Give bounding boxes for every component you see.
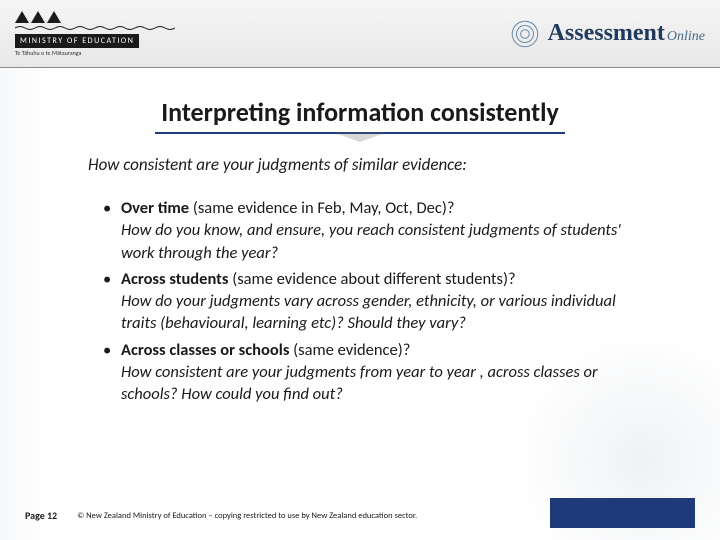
page-number: Page 12 [25, 509, 57, 522]
online-label: Online [667, 29, 705, 44]
assessment-label: AssessmentOnline [548, 20, 705, 47]
title-area: Interpreting information consistently [0, 96, 720, 134]
bullet-body: How consistent are your judgments from y… [121, 362, 598, 404]
moe-logo: MINISTRY OF EDUCATION Te Tāhuhu o te Māt… [15, 11, 175, 57]
title-underline [155, 132, 565, 134]
moe-label: MINISTRY OF EDUCATION [15, 34, 139, 48]
bullet-paren: (same evidence in Feb, May, Oct, Dec)? [189, 198, 454, 218]
moe-triangles-icon [15, 11, 61, 23]
bullet-body: How do your judgments vary across gender… [121, 291, 616, 333]
bullet-label: Across students [121, 269, 228, 289]
assessment-online-logo: AssessmentOnline [508, 17, 705, 51]
moe-wave-icon [15, 25, 175, 31]
bullet-paren: (same evidence)? [289, 340, 410, 360]
bullet-list: Over time (same evidence in Feb, May, Oc… [88, 197, 640, 405]
bullet-label: Across classes or schools [121, 340, 289, 360]
lead-text: How consistent are your judgments of sim… [88, 154, 640, 175]
copyright-text: © New Zealand Ministry of Education – co… [77, 511, 417, 521]
moe-sub-label: Te Tāhuhu o te Mātauranga [15, 49, 81, 57]
page-title: Interpreting information consistently [161, 96, 559, 128]
spiral-icon [508, 17, 542, 51]
content-area: How consistent are your judgments of sim… [0, 134, 720, 405]
bullet-body: How do you know, and ensure, you reach c… [121, 220, 621, 262]
list-item: Across classes or schools (same evidence… [103, 339, 640, 406]
bullet-label: Over time [121, 198, 189, 218]
list-item: Over time (same evidence in Feb, May, Oc… [103, 197, 640, 264]
bullet-paren: (same evidence about different students)… [228, 269, 515, 289]
list-item: Across students (same evidence about dif… [103, 268, 640, 335]
header: MINISTRY OF EDUCATION Te Tāhuhu o te Māt… [0, 0, 720, 68]
footer-accent-box [550, 498, 695, 528]
